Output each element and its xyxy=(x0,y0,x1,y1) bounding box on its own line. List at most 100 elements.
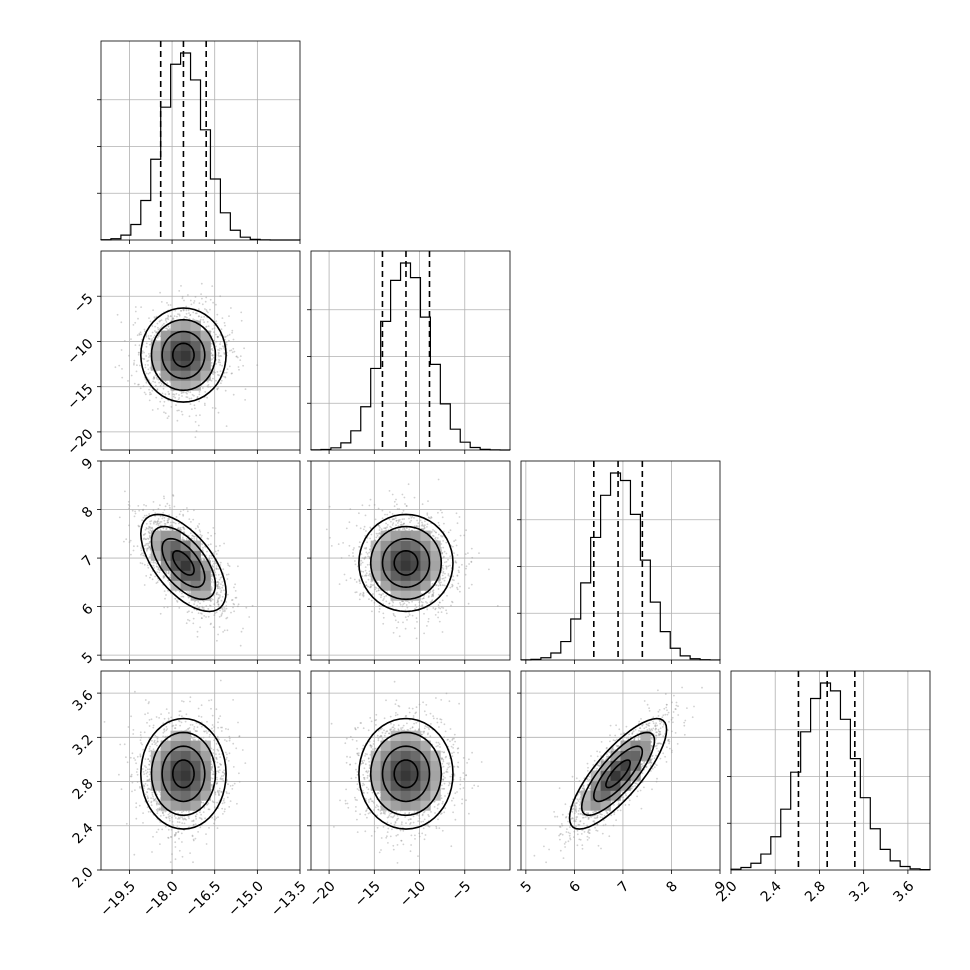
scatter-point xyxy=(423,612,425,615)
density-cell xyxy=(200,360,211,371)
scatter-point xyxy=(209,605,212,607)
scatter-point xyxy=(215,345,217,348)
scatter-point xyxy=(215,592,218,595)
scatter-point xyxy=(402,621,404,624)
density-cell xyxy=(190,320,201,331)
scatter-point xyxy=(197,612,200,614)
scatter-point xyxy=(470,561,473,563)
scatter-point xyxy=(166,502,169,505)
scatter-point xyxy=(149,529,152,531)
scatter-point xyxy=(172,521,174,524)
scatter-point xyxy=(139,525,141,528)
scatter-point xyxy=(213,327,216,330)
scatter-point xyxy=(196,396,199,398)
scatter-point xyxy=(216,336,219,339)
scatter-point xyxy=(330,545,333,547)
contour-line xyxy=(161,330,206,380)
scatter-point xyxy=(164,505,167,508)
scatter-point xyxy=(371,584,374,586)
scatter-point xyxy=(144,330,146,333)
scatter-point xyxy=(212,527,215,529)
scatter-point xyxy=(154,561,156,564)
scatter-point xyxy=(223,353,226,356)
scatter-point xyxy=(155,582,158,584)
scatter-point xyxy=(435,584,437,587)
scatter-point xyxy=(440,543,443,545)
scatter-point xyxy=(328,505,331,508)
scatter-point xyxy=(147,547,150,550)
scatter-point xyxy=(431,594,434,596)
panel-frame xyxy=(520,460,721,661)
density-cell xyxy=(160,550,171,561)
scatter-point xyxy=(401,518,404,521)
scatter-point xyxy=(432,591,435,594)
scatter-point xyxy=(447,531,450,534)
scatter-point xyxy=(464,573,467,576)
scatter-point xyxy=(358,578,361,581)
scatter-point xyxy=(155,565,158,568)
scatter-point xyxy=(217,411,220,414)
scatter-point xyxy=(162,515,164,518)
scatter-point xyxy=(219,347,221,350)
scatter-point xyxy=(137,524,140,527)
scatter-point xyxy=(207,325,210,328)
scatter-point xyxy=(168,514,171,517)
scatter-point xyxy=(123,340,126,342)
scatter-point xyxy=(148,526,151,529)
scatter-point xyxy=(438,601,441,604)
scatter-point xyxy=(408,528,411,531)
scatter-point xyxy=(362,595,365,598)
scatter-point xyxy=(206,396,209,399)
scatter-point xyxy=(395,524,397,526)
scatter-point xyxy=(145,342,148,345)
scatter-point xyxy=(408,611,410,614)
scatter-point xyxy=(151,526,153,529)
scatter-point xyxy=(162,527,165,529)
scatter-point xyxy=(222,608,224,611)
scatter-point xyxy=(391,518,394,521)
scatter-point xyxy=(156,520,159,523)
scatter-point xyxy=(212,301,215,304)
scatter-point xyxy=(161,517,164,520)
scatter-point xyxy=(120,349,123,351)
scatter-point xyxy=(180,310,182,312)
scatter-point xyxy=(222,375,224,378)
scatter-point xyxy=(184,316,187,318)
scatter-point xyxy=(172,395,175,398)
scatter-point xyxy=(465,565,468,568)
scatter-point xyxy=(411,614,414,617)
scatter-point xyxy=(403,518,405,520)
scatter-point xyxy=(151,409,154,411)
scatter-point xyxy=(138,344,141,347)
scatter-point xyxy=(398,528,401,531)
scatter-point xyxy=(181,413,184,416)
scatter-point xyxy=(167,521,169,524)
scatter-point xyxy=(219,594,221,597)
scatter-point xyxy=(211,349,214,352)
scatter-point xyxy=(401,528,404,531)
scatter-point xyxy=(215,568,218,570)
scatter-point xyxy=(151,331,154,334)
density-cell xyxy=(170,380,181,391)
scatter-point xyxy=(404,627,407,630)
scatter-point xyxy=(171,525,174,528)
scatter-point xyxy=(158,569,161,572)
scatter-point xyxy=(399,524,402,526)
scatter-point xyxy=(395,520,398,522)
scatter-point xyxy=(432,595,434,598)
scatter-point xyxy=(440,581,442,584)
scatter-point xyxy=(193,603,196,606)
scatter-point xyxy=(177,398,180,401)
scatter-point xyxy=(218,626,221,628)
scatter-point xyxy=(372,593,374,595)
scatter-point xyxy=(173,521,176,524)
scatter-point xyxy=(148,542,151,545)
density-cell xyxy=(180,580,191,591)
scatter-point xyxy=(156,322,159,325)
scatter-point xyxy=(445,560,448,563)
scatter-point xyxy=(209,298,212,301)
scatter-point xyxy=(148,338,151,340)
scatter-point xyxy=(225,573,228,576)
scatter-point xyxy=(148,356,150,358)
scatter-point xyxy=(369,548,371,551)
